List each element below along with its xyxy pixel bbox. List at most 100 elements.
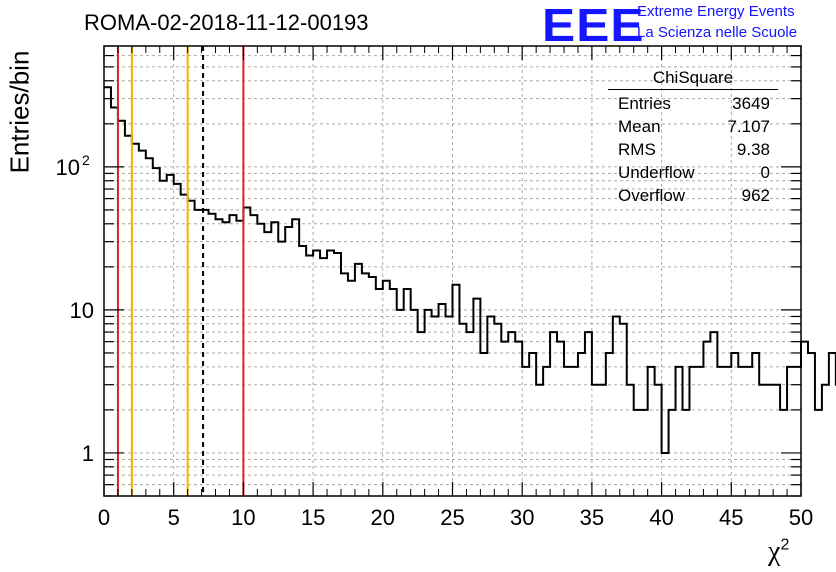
stats-box-title: ChiSquare <box>608 68 778 90</box>
histogram-bin <box>703 342 710 496</box>
histogram-outline <box>104 86 836 454</box>
histogram-bin <box>216 219 223 496</box>
histogram-bin <box>487 316 494 496</box>
stats-row-underflow: Underflow 0 <box>608 161 778 184</box>
histogram-bin <box>794 367 801 496</box>
stats-label: Overflow <box>618 186 686 205</box>
histogram-bin <box>397 310 404 496</box>
histogram-bin <box>669 410 676 496</box>
histogram-bin <box>195 210 202 496</box>
histogram-bin <box>543 367 550 496</box>
histogram-bin <box>348 281 355 496</box>
histogram-bin <box>404 289 411 496</box>
histogram-bin <box>522 367 529 496</box>
stats-value: 9.38 <box>736 140 770 159</box>
histogram-bin <box>174 184 181 496</box>
histogram-bin <box>557 342 564 496</box>
x-tick-label: 10 <box>231 505 255 530</box>
histogram-bin <box>801 342 808 496</box>
histogram-bin <box>731 353 738 496</box>
histogram-bin <box>627 385 634 496</box>
chart-title: ROMA-02-2018-11-12-00193 <box>84 10 369 35</box>
histogram-bin <box>710 332 717 496</box>
x-tick-label: 20 <box>371 505 395 530</box>
x-tick-label: 40 <box>649 505 673 530</box>
histogram-bin <box>167 175 174 496</box>
histogram-bin <box>411 310 418 496</box>
histogram-bin <box>494 324 501 496</box>
x-axis-label: χ2 <box>768 536 789 568</box>
x-tick-label: 45 <box>719 505 743 530</box>
stats-row-rms: RMS 9.38 <box>608 138 778 161</box>
histogram-bin <box>571 367 578 496</box>
histogram-bin <box>773 385 780 496</box>
histogram-bin <box>459 324 466 496</box>
histogram-bin <box>139 151 146 496</box>
stats-value: 0 <box>760 163 770 182</box>
histogram-bin <box>717 367 724 496</box>
histogram-bin <box>264 232 271 496</box>
histogram-bin <box>564 367 571 496</box>
histogram-bin <box>390 289 397 496</box>
histogram-bin <box>181 195 188 496</box>
histogram-bin <box>271 222 278 496</box>
y-tick-label-exponent: 2 <box>82 152 90 168</box>
stats-label: Underflow <box>618 163 695 182</box>
stats-row-mean: Mean 7.107 <box>608 115 778 138</box>
histogram-bin <box>655 385 662 496</box>
histogram-bin <box>153 168 160 496</box>
stats-box: ChiSquare Entries 3649 Mean 7.107 RMS 9.… <box>608 68 778 207</box>
histogram-bin <box>613 316 620 496</box>
stats-row-overflow: Overflow 962 <box>608 184 778 207</box>
logo-line-1: Extreme Energy Events <box>637 3 795 20</box>
stats-label: Mean <box>618 117 661 136</box>
histogram-bin <box>453 285 460 496</box>
x-tick-label: 0 <box>98 505 110 530</box>
histogram-bin <box>738 367 745 496</box>
histogram-bin <box>306 256 313 496</box>
histogram-bin <box>745 367 752 496</box>
x-axis-label-superscript: 2 <box>780 536 790 554</box>
histogram-bin <box>320 258 327 496</box>
stats-row-entries: Entries 3649 <box>608 92 778 115</box>
histogram-bin <box>466 332 473 496</box>
histogram-bin <box>683 410 690 496</box>
histogram-bin <box>341 273 348 496</box>
histogram-bin <box>508 332 515 496</box>
stats-value: 962 <box>741 186 770 205</box>
histogram-bin <box>689 367 696 496</box>
histogram-bin <box>299 246 306 496</box>
histogram-bin <box>766 385 773 496</box>
histogram-bin <box>592 385 599 496</box>
histogram-bin <box>473 299 480 496</box>
histogram-bin <box>160 181 167 496</box>
histogram-bin <box>641 410 648 496</box>
histogram-bin <box>529 353 536 496</box>
histogram-bin <box>724 367 731 496</box>
histogram-bin <box>250 215 257 496</box>
stats-value: 7.107 <box>727 117 770 136</box>
y-tick-label: 10 <box>56 155 80 180</box>
histogram-bin <box>362 273 369 496</box>
histogram-bin <box>209 214 216 496</box>
histogram-bin <box>599 385 606 496</box>
histogram-bin <box>620 324 627 496</box>
histogram-bin <box>696 367 703 496</box>
histogram-bin <box>585 332 592 496</box>
x-tick-label: 5 <box>168 505 180 530</box>
histogram-bin <box>480 353 487 496</box>
histogram-bin <box>808 353 815 496</box>
histogram-bin <box>676 367 683 496</box>
histogram-bin <box>418 332 425 496</box>
histogram-bin <box>432 316 439 496</box>
histogram-bin <box>376 289 383 496</box>
stats-label: RMS <box>618 140 656 159</box>
histogram-bin <box>550 332 557 496</box>
histogram-bin <box>606 353 613 496</box>
histogram-bin <box>104 87 111 496</box>
histogram-bin <box>383 281 390 496</box>
histogram-bin <box>515 342 522 496</box>
histogram-bin <box>118 121 125 496</box>
histogram-bin <box>243 207 250 496</box>
histogram-bin <box>634 410 641 496</box>
